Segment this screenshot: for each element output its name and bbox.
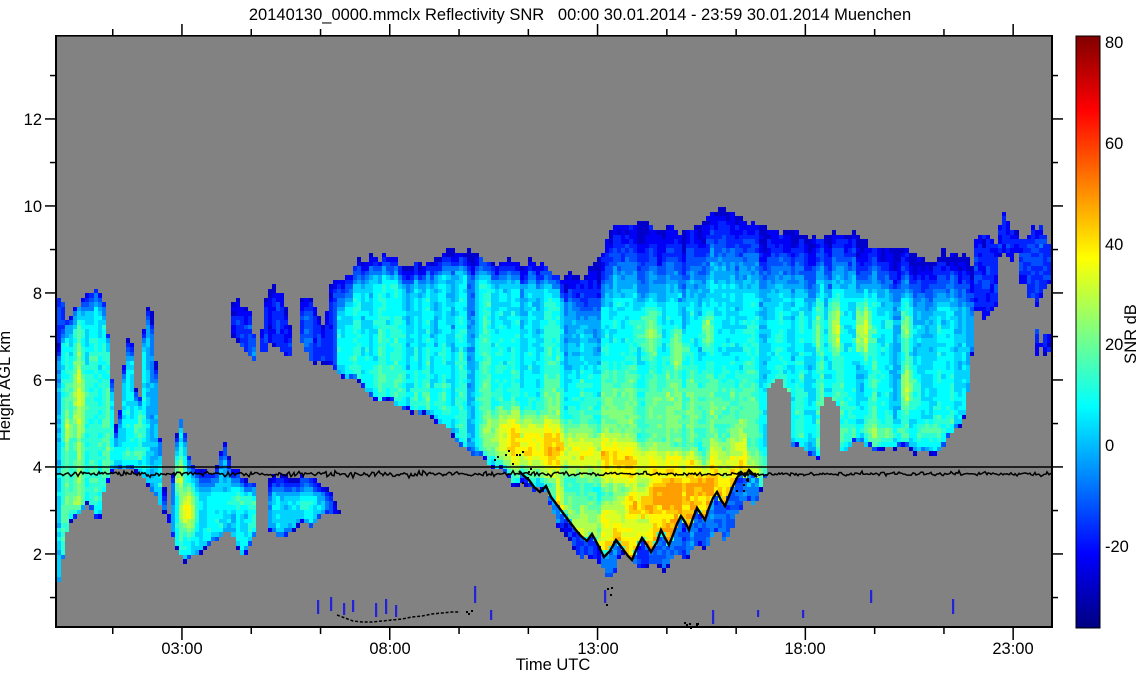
svg-text:4: 4 — [33, 459, 42, 477]
svg-text:6: 6 — [33, 372, 42, 390]
svg-text:60: 60 — [1105, 135, 1123, 153]
svg-text:20: 20 — [1105, 336, 1123, 354]
svg-text:80: 80 — [1105, 34, 1123, 52]
svg-text:13:00: 13:00 — [577, 640, 618, 658]
svg-text:10: 10 — [24, 198, 42, 216]
svg-text:2: 2 — [33, 546, 42, 564]
svg-text:20140130_0000.mmclx Reflectivi: 20140130_0000.mmclx Reflectivity SNR 00:… — [249, 6, 911, 24]
svg-text:-20: -20 — [1105, 538, 1129, 556]
svg-text:23:00: 23:00 — [992, 640, 1033, 658]
svg-text:40: 40 — [1105, 236, 1123, 254]
svg-text:Height AGL km: Height AGL km — [0, 331, 14, 441]
svg-text:03:00: 03:00 — [161, 640, 202, 658]
svg-text:12: 12 — [24, 111, 42, 129]
svg-text:0: 0 — [1105, 437, 1114, 455]
svg-text:8: 8 — [33, 285, 42, 303]
svg-text:18:00: 18:00 — [784, 640, 825, 658]
svg-text:08:00: 08:00 — [369, 640, 410, 658]
svg-text:Time UTC: Time UTC — [516, 656, 591, 674]
svg-text:SNR dB: SNR dB — [1122, 304, 1140, 364]
